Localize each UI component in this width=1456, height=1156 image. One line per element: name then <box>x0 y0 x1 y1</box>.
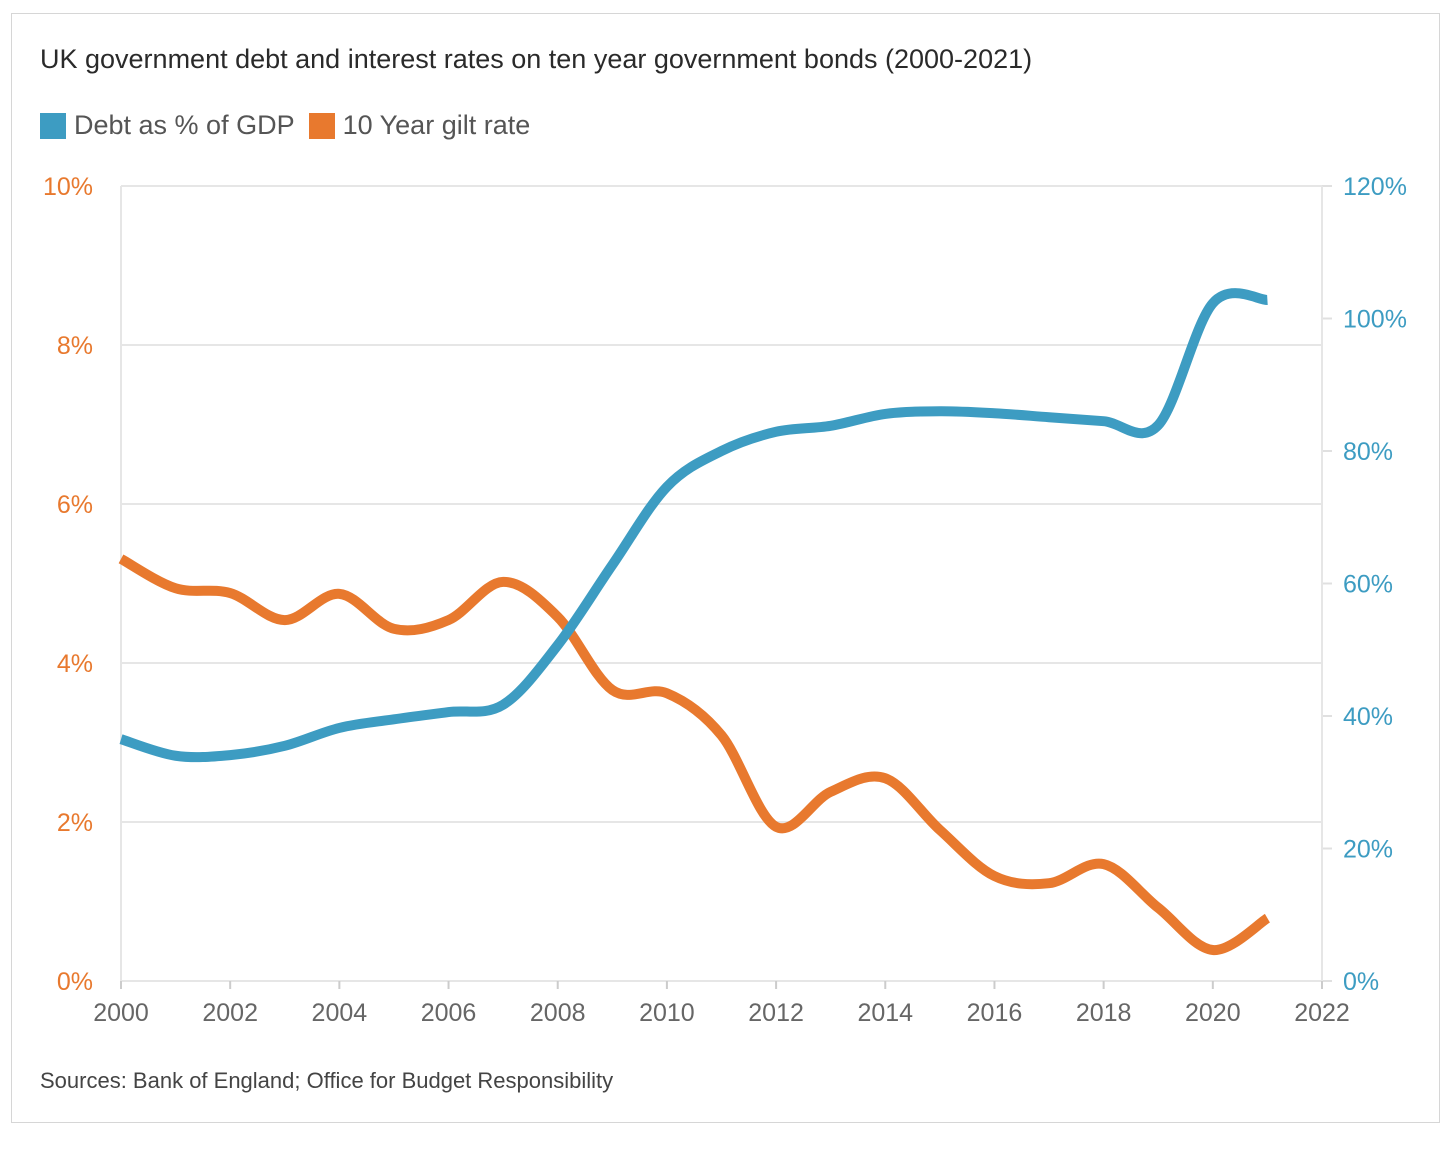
series-line-gilt <box>118 554 1271 955</box>
right-axis-tick-label: 120% <box>1343 173 1407 201</box>
right-axis-tick-label: 0% <box>1343 968 1379 996</box>
left-axis-tick-label: 0% <box>57 968 93 996</box>
chart-title: UK government debt and interest rates on… <box>40 44 1033 74</box>
x-axis-tick-label: 2012 <box>748 999 804 1027</box>
x-axis-tick-label: 2010 <box>639 999 695 1027</box>
legend-swatch-gilt <box>308 112 335 139</box>
legend-swatch-debt <box>40 112 66 139</box>
legend-label-gilt: 10 Year gilt rate <box>342 110 531 140</box>
chart-source: Sources: Bank of England; Office for Bud… <box>40 1068 614 1093</box>
x-axis-tick-label: 2020 <box>1185 999 1241 1027</box>
left-axis-tick-label: 4% <box>57 650 93 678</box>
right-axis-tick-label: 60% <box>1343 571 1393 599</box>
legend-item-gilt: 10 Year gilt rate <box>308 110 531 141</box>
legend-label-debt: Debt as % of GDP <box>74 110 295 140</box>
left-axis-tick-label: 10% <box>43 173 93 201</box>
legend: Debt as % of GDP 10 Year gilt rate <box>40 110 544 141</box>
left-axis-tick-label: 8% <box>57 332 93 360</box>
x-axis-tick-label: 2006 <box>421 999 477 1027</box>
right-axis-tick-label: 80% <box>1343 438 1393 466</box>
x-axis-tick-label: 2016 <box>967 999 1023 1027</box>
right-axis-tick-label: 40% <box>1343 703 1393 731</box>
left-axis-tick-label: 2% <box>57 809 93 837</box>
x-axis-tick-label: 2002 <box>202 999 258 1027</box>
x-axis-tick-label: 2022 <box>1294 999 1350 1027</box>
x-axis-tick-label: 2008 <box>530 999 586 1027</box>
x-axis-tick-label: 2000 <box>93 999 149 1027</box>
x-axis-tick-label: 2004 <box>312 999 368 1027</box>
x-axis-tick-label: 2014 <box>857 999 913 1027</box>
series-line-debt <box>119 288 1268 763</box>
legend-item-debt: Debt as % of GDP <box>40 110 295 141</box>
left-axis-tick-label: 6% <box>57 491 93 519</box>
right-axis-tick-label: 100% <box>1343 306 1407 334</box>
chart-frame <box>11 13 1440 1123</box>
right-axis-tick-label: 20% <box>1343 836 1393 864</box>
x-axis-tick-label: 2018 <box>1076 999 1132 1027</box>
